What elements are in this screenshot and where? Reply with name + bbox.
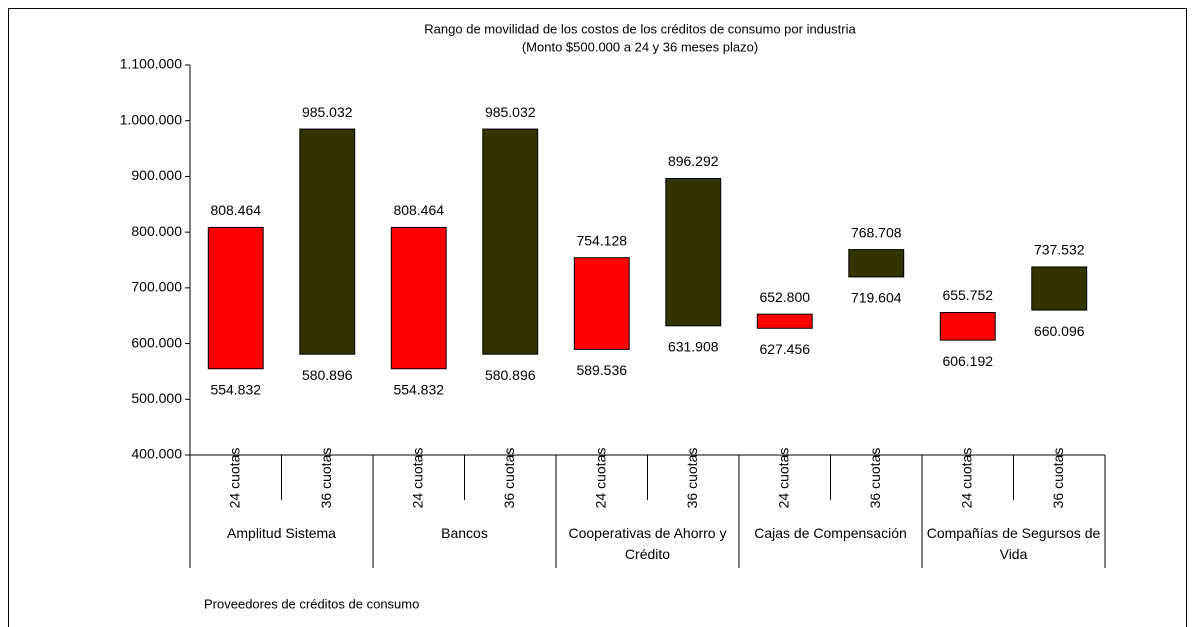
data-label: 652.800 — [759, 289, 810, 305]
data-label: 627.456 — [759, 341, 810, 357]
bar — [207, 226, 264, 370]
data-label: 719.604 — [851, 290, 902, 306]
group-label: Amplitud Sistema — [227, 525, 336, 541]
data-label: 580.896 — [302, 367, 353, 383]
x-tick-label: 36 cuotas — [501, 448, 517, 509]
x-tick-label: 36 cuotas — [318, 448, 334, 509]
bar — [390, 226, 447, 370]
y-tick-label: 400.000 — [131, 446, 182, 462]
chart-subtitle: (Monto $500.000 a 24 y 36 meses plazo) — [522, 39, 758, 54]
bar — [756, 313, 813, 329]
data-label: 754.128 — [576, 232, 627, 248]
x-axis-title: Proveedores de créditos de consumo — [204, 596, 419, 611]
data-label: 808.464 — [210, 202, 261, 218]
data-label: 554.832 — [210, 381, 261, 397]
y-tick-label: 700.000 — [131, 279, 182, 295]
x-tick-label: 36 cuotas — [867, 448, 883, 509]
bar — [299, 128, 356, 355]
data-label: 660.096 — [1034, 323, 1085, 339]
bar — [1031, 266, 1088, 311]
chart-title: Rango de movilidad de los costos de los … — [424, 21, 856, 36]
group-label: Cajas de Compensación — [754, 525, 907, 541]
x-tick-label: 24 cuotas — [592, 448, 608, 509]
data-label: 985.032 — [485, 104, 536, 120]
bar — [573, 257, 630, 350]
x-tick-label: 24 cuotas — [958, 448, 974, 509]
chart-border — [8, 8, 1187, 627]
bar — [482, 128, 539, 355]
group-label: Compañías de Segursos de Vida — [926, 525, 1101, 562]
group-label: Bancos — [441, 525, 488, 541]
data-label: 808.464 — [393, 202, 444, 218]
data-label: 655.752 — [942, 287, 993, 303]
data-label: 589.536 — [576, 362, 627, 378]
bar — [665, 177, 722, 327]
bar — [939, 312, 996, 341]
data-label: 631.908 — [668, 338, 719, 354]
data-label: 737.532 — [1034, 242, 1085, 258]
group-label: Cooperativas de Ahorro y Crédito — [568, 525, 727, 562]
y-tick-label: 1.100.000 — [120, 56, 182, 72]
data-label: 985.032 — [302, 104, 353, 120]
y-tick-label: 800.000 — [131, 223, 182, 239]
y-tick-label: 1.000.000 — [120, 111, 182, 127]
data-label: 896.292 — [668, 153, 719, 169]
y-tick-label: 900.000 — [131, 167, 182, 183]
x-tick-label: 24 cuotas — [775, 448, 791, 509]
x-tick-label: 36 cuotas — [684, 448, 700, 509]
x-tick-label: 24 cuotas — [226, 448, 242, 509]
x-tick-label: 36 cuotas — [1050, 448, 1066, 509]
y-tick-label: 500.000 — [131, 390, 182, 406]
data-label: 606.192 — [942, 353, 993, 369]
x-tick-label: 24 cuotas — [409, 448, 425, 509]
data-label: 580.896 — [485, 367, 536, 383]
y-tick-label: 600.000 — [131, 334, 182, 350]
data-label: 554.832 — [393, 381, 444, 397]
bar — [848, 249, 905, 278]
data-label: 768.708 — [851, 224, 902, 240]
